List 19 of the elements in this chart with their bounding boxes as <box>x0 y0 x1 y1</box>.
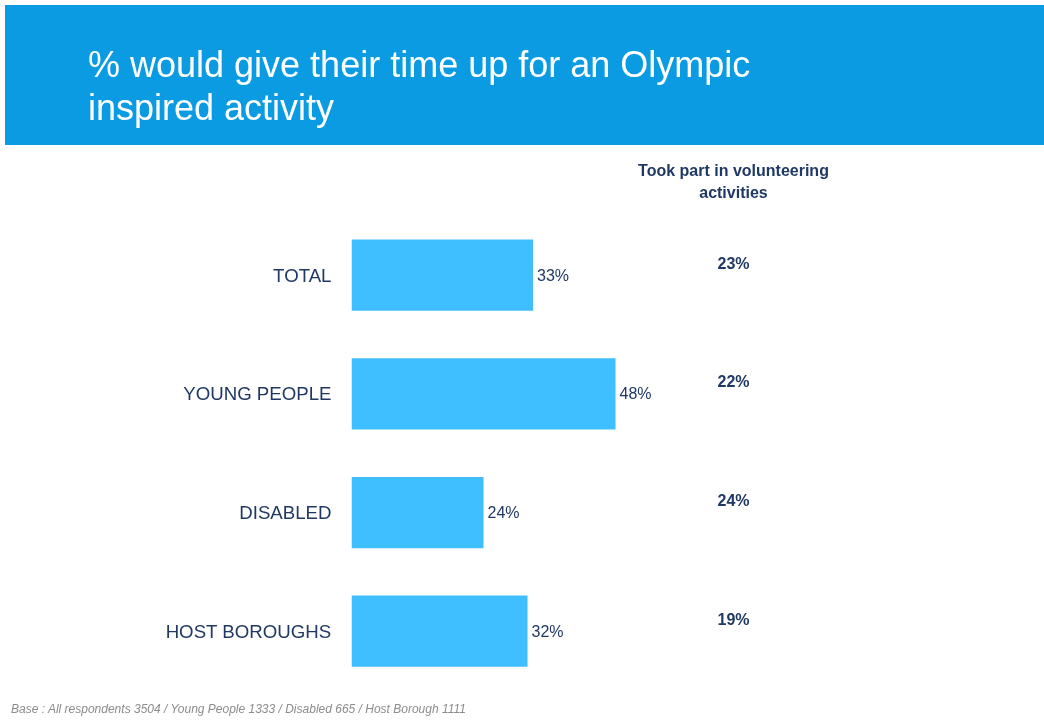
y-tick-label: TOTAL <box>273 264 332 286</box>
text: 23% <box>717 254 750 272</box>
bar <box>351 358 616 430</box>
text: 24% <box>717 492 750 510</box>
bar <box>351 239 533 311</box>
text: Base : All respondents 3504 / Young People 1333 / Disabled 665 / Host Borough 1111 <box>11 701 466 718</box>
data-label: 33% <box>537 266 570 284</box>
y-tick-label: HOST BOROUGHS <box>165 620 332 642</box>
bar <box>351 595 528 667</box>
text: 22% <box>717 373 750 391</box>
data-label: 48% <box>619 385 652 403</box>
data-label: 32% <box>531 622 564 640</box>
text: 19% <box>717 610 750 628</box>
text: Took part in volunteering activities <box>638 162 829 202</box>
chart-title: % would give their time up for an Olympic inspired activity <box>88 43 752 130</box>
y-tick-label: YOUNG PEOPLE <box>183 383 332 405</box>
data-label: 24% <box>487 504 520 522</box>
y-tick-label: DISABLED <box>239 502 332 524</box>
bar <box>351 476 484 549</box>
